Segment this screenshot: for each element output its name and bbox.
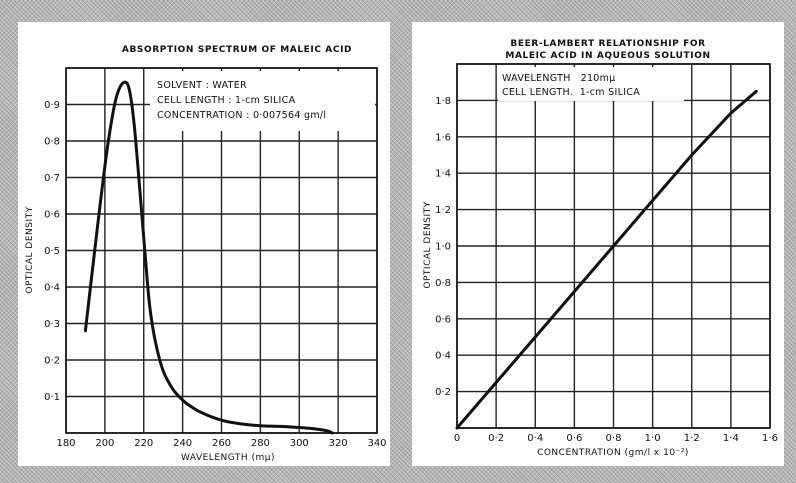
x-tick-label: 260 [212, 438, 231, 449]
x-tick-label: 320 [329, 438, 348, 449]
x-tick-label: 220 [134, 438, 153, 449]
x-tick-label: 0·6 [566, 433, 582, 444]
y-tick-label: 0·7 [44, 173, 60, 184]
right-annotation-box [498, 67, 684, 101]
right-y-tick-labels: 0·2 0·4 0·6 0·8 1·0 1·2 1·4 1·6 1·8 [435, 96, 451, 398]
x-tick-label: 0·4 [527, 433, 543, 444]
x-tick-label: 1·4 [723, 433, 739, 444]
x-tick-label: 0·8 [606, 433, 622, 444]
y-tick-label: 0·2 [44, 356, 60, 367]
y-tick-label: 0·6 [44, 210, 60, 221]
solvent-annotation: SOLVENT : WATER [157, 80, 247, 91]
y-tick-label: 0·3 [44, 319, 60, 330]
right-cell-length-annotation: CELL LENGTH. 1-cm SILICA [502, 87, 640, 98]
y-tick-label: 0·8 [435, 278, 451, 289]
y-tick-label: 0·4 [435, 351, 451, 362]
beer-lambert-chart: BEER-LAMBERT RELATIONSHIP FOR MALEIC ACI… [412, 22, 784, 466]
x-tick-label: 180 [56, 438, 75, 449]
y-tick-label: 0·6 [435, 314, 451, 325]
y-tick-label: 0·9 [44, 100, 60, 111]
left-x-tick-labels: 180 200 220 240 260 280 300 320 340 [56, 438, 386, 449]
y-tick-label: 0·5 [44, 246, 60, 257]
y-tick-label: 1·6 [435, 132, 451, 143]
y-tick-label: 1·8 [435, 96, 451, 107]
left-y-tick-labels: 0·1 0·2 0·3 0·4 0·5 0·6 0·7 0·8 0·9 [44, 100, 60, 403]
y-tick-label: 1·4 [435, 169, 451, 180]
y-tick-label: 1·2 [435, 205, 451, 216]
cell-length-annotation: CELL LENGTH : 1-cm SILICA [157, 95, 296, 106]
y-tick-label: 0·4 [44, 283, 60, 294]
y-tick-label: 0·2 [435, 387, 451, 398]
absorption-spectrum-chart: ABSORPTION SPECTRUM OF MALEIC ACID 180 20… [18, 22, 390, 466]
x-tick-label: 0·2 [488, 433, 504, 444]
right-x-tick-labels: 0 0·2 0·4 0·6 0·8 1·0 1·2 1·4 1·6 [454, 433, 778, 444]
x-tick-label: 340 [367, 438, 386, 449]
absorption-curve [83, 80, 334, 435]
left-chart-title: ABSORPTION SPECTRUM OF MALEIC ACID [122, 45, 352, 55]
x-tick-label: 0 [454, 433, 460, 444]
concentration-annotation: CONCENTRATION : 0·007564 gm/l [157, 110, 326, 121]
y-tick-label: 0·1 [44, 392, 60, 403]
right-y-axis-label: OPTICAL DENSITY [423, 201, 433, 288]
left-annotation-box [150, 71, 375, 131]
left-x-axis-label: WAVELENGTH (mμ) [181, 453, 275, 463]
x-tick-label: 1·2 [684, 433, 700, 444]
beer-lambert-line [455, 89, 758, 430]
y-tick-label: 1·0 [435, 242, 451, 253]
right-chart-subtitle: MALEIC ACID IN AQUEOUS SOLUTION [505, 51, 710, 61]
y-tick-label: 0·8 [44, 137, 60, 148]
right-plot-frame [456, 63, 771, 429]
left-plot-frame [65, 67, 378, 434]
x-tick-label: 200 [95, 438, 114, 449]
left-y-axis-label: OPTICAL DENSITY [25, 206, 35, 293]
right-x-axis-label: CONCENTRATION (gm/l x 10⁻²) [537, 448, 689, 458]
x-tick-label: 280 [251, 438, 270, 449]
right-chart-title: BEER-LAMBERT RELATIONSHIP FOR [510, 39, 705, 49]
x-tick-label: 300 [290, 438, 309, 449]
wavelength-annotation: WAVELENGTH 210mμ [502, 73, 616, 84]
x-tick-label: 240 [173, 438, 192, 449]
x-tick-label: 1·6 [762, 433, 778, 444]
x-tick-label: 1·0 [645, 433, 661, 444]
